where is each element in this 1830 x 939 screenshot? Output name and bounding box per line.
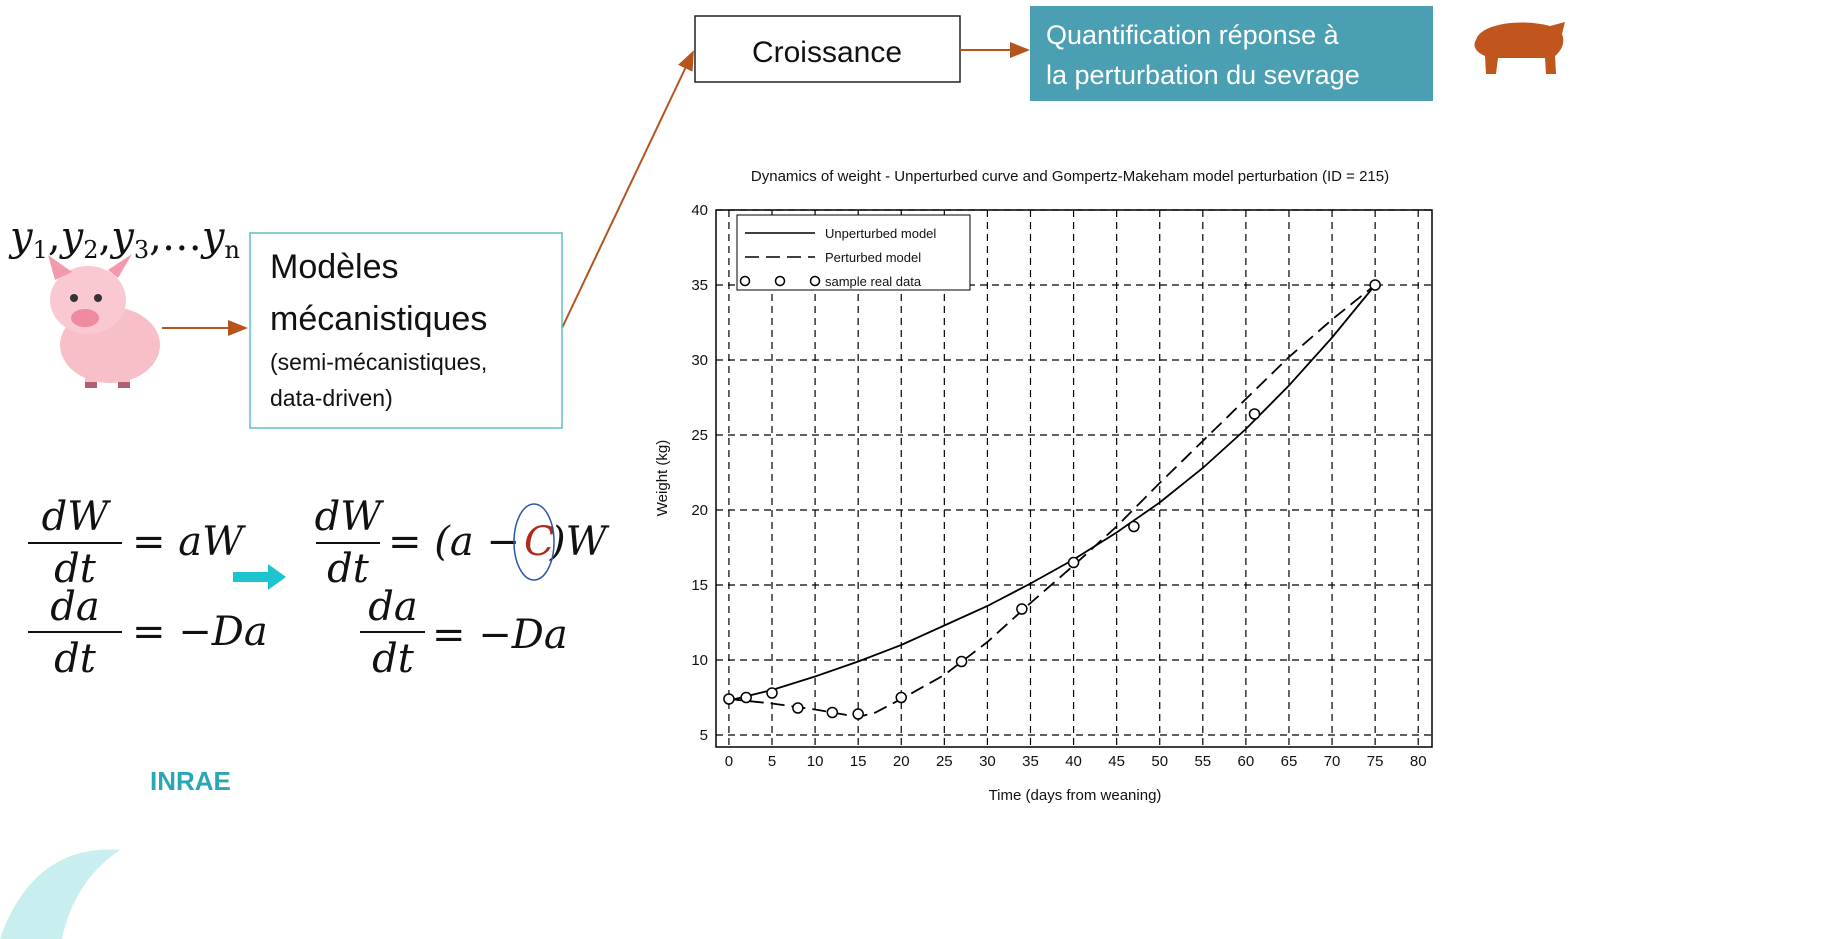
eq-den: dt [372, 636, 415, 682]
data-point [766, 687, 778, 699]
seq-sub: 3 [134, 236, 149, 264]
y-tick-label: 30 [691, 352, 708, 369]
y-tick-label: 20 [691, 502, 708, 519]
pig-silhouette [1474, 22, 1565, 74]
highlight-circle [513, 503, 555, 581]
model-subtitle: (semi-mécanistiques, [270, 349, 487, 375]
legend-box [736, 214, 971, 291]
data-point [1128, 520, 1140, 533]
transform-arrow [233, 564, 286, 590]
logo: INRAE [150, 766, 231, 796]
x-tick-label: 30 [979, 753, 996, 770]
data-point [895, 691, 907, 704]
legend-label: sample real data [825, 274, 922, 289]
y-tick-label: 25 [691, 427, 708, 444]
seq-sub: 1 [33, 236, 48, 264]
chart: Dynamics of weight - Unperturbed curve a… [654, 168, 1433, 804]
y-tick-label: 10 [691, 652, 708, 669]
eq-num: da [50, 584, 99, 630]
seq-sep: , [48, 214, 61, 260]
eq-rhs: = (a − [388, 519, 520, 565]
pig-cartoon [48, 254, 160, 388]
eq-num: dW [315, 494, 385, 540]
x-tick-label: 65 [1281, 753, 1298, 770]
x-tick-label: 45 [1108, 753, 1125, 770]
x-tick-label: 5 [768, 753, 776, 770]
y-tick-label: 15 [691, 577, 708, 594]
y-tick-label: 35 [691, 277, 708, 294]
eq-den: dt [54, 636, 97, 682]
data-point [1248, 408, 1261, 420]
x-tick-label: 35 [1022, 753, 1039, 770]
legend-label: Perturbed model [825, 250, 921, 265]
seq-base: y [109, 214, 135, 260]
eq-num: da [368, 584, 417, 630]
data-point [740, 691, 752, 704]
result-line: Quantification réponse à [1046, 20, 1340, 50]
y-tick-label: 40 [691, 202, 708, 219]
model-box [249, 232, 563, 429]
data-point [1067, 556, 1080, 569]
seq-base: y [200, 214, 226, 260]
data-point [852, 708, 864, 720]
legend-marker [739, 275, 751, 287]
series-line [728, 284, 1376, 702]
legend-marker [774, 275, 786, 287]
growth-box [694, 15, 961, 83]
x-tick-label: 0 [725, 753, 733, 770]
result-line: la perturbation du sevrage [1046, 60, 1360, 90]
x-tick-label: 40 [1065, 753, 1082, 770]
y-tick-label: 5 [700, 727, 708, 744]
series-line [728, 284, 1376, 718]
x-tick-label: 60 [1238, 753, 1255, 770]
x-tick-label: 80 [1410, 753, 1427, 770]
x-tick-label: 55 [1194, 753, 1211, 770]
data-point [826, 706, 839, 719]
eq-rhs: = aW [132, 519, 246, 565]
x-tick-label: 50 [1151, 753, 1168, 770]
legend-label: Unperturbed model [825, 226, 936, 241]
eq-rhs: )W [549, 519, 610, 565]
data-point [1016, 603, 1028, 615]
eq-num: dW [42, 494, 112, 540]
eq-highlight: C [524, 519, 555, 565]
data-point [1369, 279, 1381, 291]
sequence: y1,y2,y3,…yn [8, 214, 240, 264]
y-axis-title: Weight (kg) [654, 440, 671, 516]
chart-title: Dynamics of weight - Unperturbed curve a… [751, 168, 1389, 185]
legend-marker [809, 275, 821, 287]
x-tick-label: 70 [1324, 753, 1341, 770]
seq-sep: … [162, 214, 202, 260]
seq-sub: 2 [83, 236, 98, 264]
eq-rhs: = −Da [432, 612, 568, 658]
data-point [792, 702, 804, 714]
model-title: mécanistiques [270, 300, 487, 338]
arrow [561, 50, 694, 329]
growth-label: Croissance [752, 36, 902, 69]
seq-sep: , [99, 214, 112, 260]
result-box [1030, 6, 1433, 101]
seq-base: y [8, 214, 34, 260]
model-title: Modèles [270, 248, 399, 286]
eq-den: dt [54, 546, 97, 592]
seq-sub: n [224, 236, 239, 264]
x-tick-label: 10 [807, 753, 824, 770]
x-axis-title: Time (days from weaning) [989, 787, 1162, 804]
eq-rhs: = −Da [132, 609, 268, 655]
seq-sep: , [149, 214, 162, 260]
seq-base: y [59, 214, 85, 260]
eq-den: dt [327, 546, 370, 592]
x-tick-label: 75 [1367, 753, 1384, 770]
model-subtitle: data-driven) [270, 385, 393, 411]
logo-swoosh [0, 849, 120, 939]
x-tick-label: 25 [936, 753, 953, 770]
x-tick-label: 20 [893, 753, 910, 770]
data-point [723, 693, 735, 705]
x-tick-label: 15 [850, 753, 867, 770]
data-point [955, 655, 968, 668]
